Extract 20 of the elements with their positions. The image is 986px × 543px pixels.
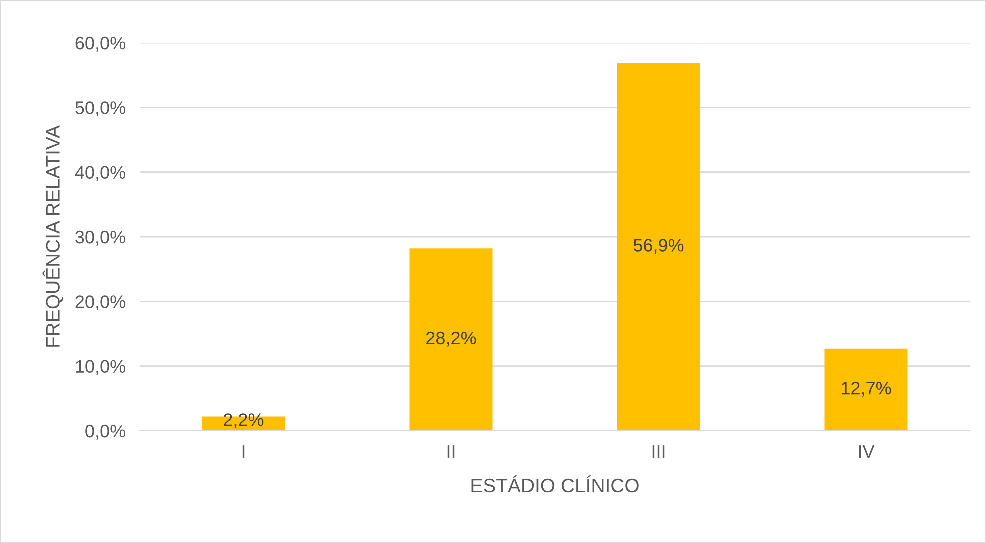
data-label: 28,2% [426, 332, 476, 347]
bar [410, 248, 493, 431]
y-tick-label: 20,0% [76, 296, 126, 311]
y-tick-label: 60,0% [76, 36, 126, 52]
y-tick-label: 30,0% [76, 230, 126, 246]
x-tick-label: II [448, 446, 455, 458]
y-axis-title: FREQUÊNCIA RELATIVA [42, 126, 64, 347]
y-tick-label: 10,0% [76, 360, 126, 376]
x-tick-label: III [652, 446, 665, 458]
data-label: 56,9% [634, 239, 684, 254]
data-label: 12,7% [842, 382, 892, 397]
bar [824, 348, 908, 431]
y-tick-label: 0,0% [86, 424, 126, 440]
data-label: 2,2% [224, 414, 264, 428]
x-axis-title: ESTÁDIO CLÍNICO [472, 476, 639, 493]
y-tick-label: 50,0% [76, 102, 126, 117]
x-tick-label: IV [859, 446, 875, 458]
x-tick-label: I [242, 446, 245, 458]
y-tick-label: 40,0% [75, 166, 126, 182]
bar [617, 63, 700, 431]
